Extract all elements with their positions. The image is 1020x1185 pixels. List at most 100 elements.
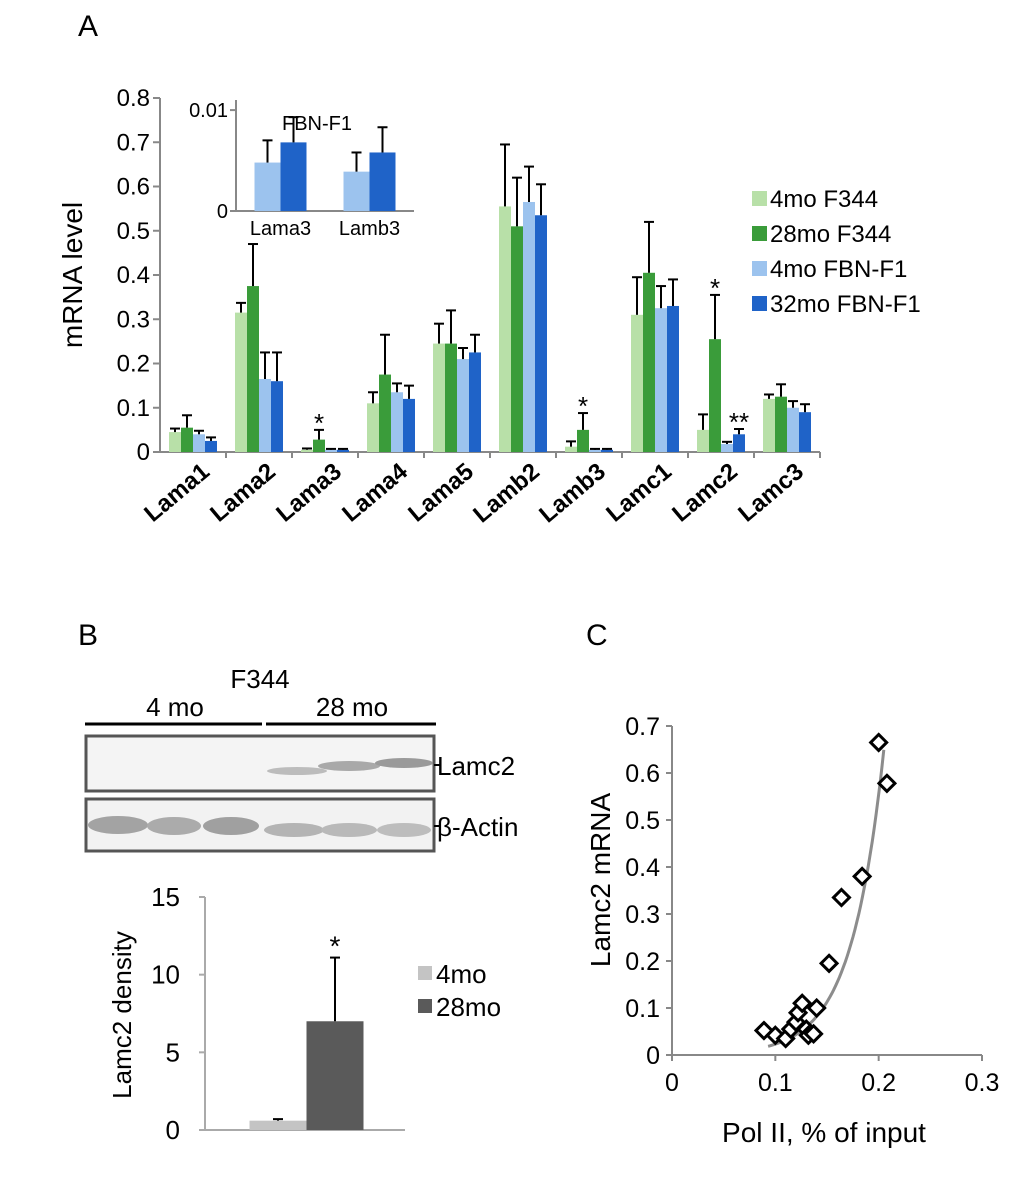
blot-lamc2-band-6 xyxy=(375,758,433,768)
a-xtick-label-lama2: Lama2 xyxy=(205,458,281,528)
a-bar-lama5-4mo-fbn-f1 xyxy=(457,359,469,452)
a-significance-star: * xyxy=(710,273,720,303)
panel-b-label: B xyxy=(78,619,98,652)
c-xtick-label: 0.2 xyxy=(861,1069,896,1097)
a-bar-lamc3-32mo-fbn-f1 xyxy=(799,412,811,452)
a-bar-lama5-28mo-f344 xyxy=(445,343,457,452)
a-bar-lama2-28mo-f344 xyxy=(247,286,259,452)
a-bar-lamc2-28mo-f344 xyxy=(709,339,721,452)
panel-a-chart: 00.10.20.30.40.50.60.70.8Lama1Lama2Lama3… xyxy=(117,85,821,528)
blot-actin xyxy=(84,797,436,853)
a-bar-lamc3-4mo-f344 xyxy=(763,398,775,452)
a-bar-lama1-28mo-f344 xyxy=(181,427,193,452)
a-legend-label-32mo-fbn-f1: 32mo FBN-F1 xyxy=(770,291,921,318)
a-xtick-label-lama4: Lama4 xyxy=(337,457,413,527)
blot-lamc2-label: Lamc2 xyxy=(437,751,515,781)
blot-actin-band-4 xyxy=(264,823,324,837)
c-xtick-label: 0.1 xyxy=(758,1069,793,1097)
inset-bar-lamb3-32mo-fbn-f1 xyxy=(369,152,396,211)
c-point-6 xyxy=(792,993,813,1014)
a-legend-swatch-28mo-f344 xyxy=(752,226,767,241)
a-significance-star: * xyxy=(578,391,588,421)
a-ytick-label: 0.7 xyxy=(117,129,150,156)
a-bar-lama4-4mo-f344 xyxy=(367,403,379,452)
c-point-12 xyxy=(831,887,852,908)
a-bar-lama4-28mo-f344 xyxy=(379,374,391,452)
a-bar-lama3-28mo-f344 xyxy=(313,439,325,452)
a-bar-lama1-32mo-fbn-f1 xyxy=(205,440,217,452)
a-bar-lamc1-4mo-f344 xyxy=(631,314,643,452)
bq-ytick-label: 15 xyxy=(151,882,180,912)
a-bar-lamb2-32mo-fbn-f1 xyxy=(535,215,547,452)
a-bar-lamb2-4mo-f344 xyxy=(499,206,511,452)
a-xtick-label-lamc3: Lamc3 xyxy=(733,458,809,528)
c-xtick-label: 0.3 xyxy=(965,1069,1000,1097)
a-bar-lama2-4mo-f344 xyxy=(235,312,247,452)
a-bar-lamc2-32mo-fbn-f1 xyxy=(733,434,745,452)
a-ytick-label: 0.6 xyxy=(117,174,150,201)
c-point-14 xyxy=(868,732,889,753)
bq-legend-label-4mo: 4mo xyxy=(436,959,487,989)
a-bar-lama3-4mo-fbn-f1 xyxy=(325,449,337,452)
a-legend-label-4mo-f344: 4mo F344 xyxy=(770,186,878,213)
inset-bar-lamb3-4mo-fbn-f1 xyxy=(343,171,370,211)
a-legend-swatch-32mo-fbn-f1 xyxy=(752,296,767,311)
blot-group-28mo: 28 mo xyxy=(316,692,388,722)
blot-actin-band-3 xyxy=(203,817,259,835)
a-ytick-label: 0.3 xyxy=(117,306,150,333)
bq-significance-star: * xyxy=(330,931,341,962)
blot-actin-band-5 xyxy=(321,823,377,837)
c-ytick-label: 0.3 xyxy=(625,901,660,929)
blot-actin-band-1 xyxy=(88,816,148,834)
c-xtick-label: 0 xyxy=(665,1069,679,1097)
c-ytick-label: 0.1 xyxy=(625,995,660,1023)
a-bar-lama5-4mo-f344 xyxy=(433,343,445,452)
a-legend-label-4mo-fbn-f1: 4mo FBN-F1 xyxy=(770,256,907,283)
c-point-13 xyxy=(852,866,873,887)
a-significance-star: ** xyxy=(729,407,749,437)
a-bar-lama5-32mo-fbn-f1 xyxy=(469,352,481,452)
c-point-15 xyxy=(876,773,898,794)
bq-legend-swatch-4mo xyxy=(418,966,432,980)
a-bar-lama3-4mo-f344 xyxy=(301,449,313,452)
blot-lamc2 xyxy=(84,734,436,793)
inset-ytick-label: 0.01 xyxy=(189,100,228,122)
a-ytick-label: 0.5 xyxy=(117,218,150,245)
bq-bar-4mo xyxy=(249,1120,307,1130)
a-xtick-label-lama5: Lama5 xyxy=(403,458,479,528)
c-ytick-label: 0.5 xyxy=(625,807,660,835)
a-legend-swatch-4mo-fbn-f1 xyxy=(752,261,767,276)
bq-legend-swatch-28mo xyxy=(418,999,432,1013)
a-bar-lama4-4mo-fbn-f1 xyxy=(391,392,403,452)
a-bar-lamb3-4mo-fbn-f1 xyxy=(589,449,601,452)
a-bar-lamb3-28mo-f344 xyxy=(577,429,589,452)
blot-actin-label: β-Actin xyxy=(437,812,518,842)
a-bar-lamc1-28mo-f344 xyxy=(643,272,655,452)
blot-lamc2-band-5 xyxy=(318,761,380,771)
c-point-11 xyxy=(818,953,840,974)
a-xtick-label-lamc1: Lamc1 xyxy=(601,458,677,528)
a-ytick-label: 0.8 xyxy=(117,85,150,112)
panel-a-ylabel: mRNA level xyxy=(57,202,88,348)
blot-strain-label: F344 xyxy=(230,664,289,694)
inset-bar-lama3-4mo-fbn-f1 xyxy=(254,162,281,211)
panel-a-label: A xyxy=(78,10,98,43)
a-bar-lamb2-4mo-fbn-f1 xyxy=(523,201,535,452)
a-bar-lama2-4mo-fbn-f1 xyxy=(259,378,271,452)
a-ytick-label: 0.1 xyxy=(117,395,150,422)
panel-b-ylabel: Lamc2 density xyxy=(107,931,137,1099)
a-bar-lamc2-4mo-f344 xyxy=(697,429,709,452)
a-bar-lamc1-32mo-fbn-f1 xyxy=(667,305,679,452)
bq-ytick-label: 5 xyxy=(166,1037,180,1067)
a-bar-lamb3-4mo-f344 xyxy=(565,446,577,452)
blot-actin-band-2 xyxy=(147,817,201,835)
blot-actin-band-6 xyxy=(377,823,431,837)
a-xtick-label-lamb3: Lamb3 xyxy=(534,458,611,528)
a-ytick-label: 0.4 xyxy=(117,262,150,289)
a-legend-swatch-4mo-f344 xyxy=(752,191,767,206)
c-ytick-label: 0.4 xyxy=(625,854,660,882)
inset-xtick-label-lama3: Lama3 xyxy=(250,218,311,240)
a-xtick-label-lamb2: Lamb2 xyxy=(468,458,545,528)
c-ytick-label: 0.6 xyxy=(625,760,660,788)
